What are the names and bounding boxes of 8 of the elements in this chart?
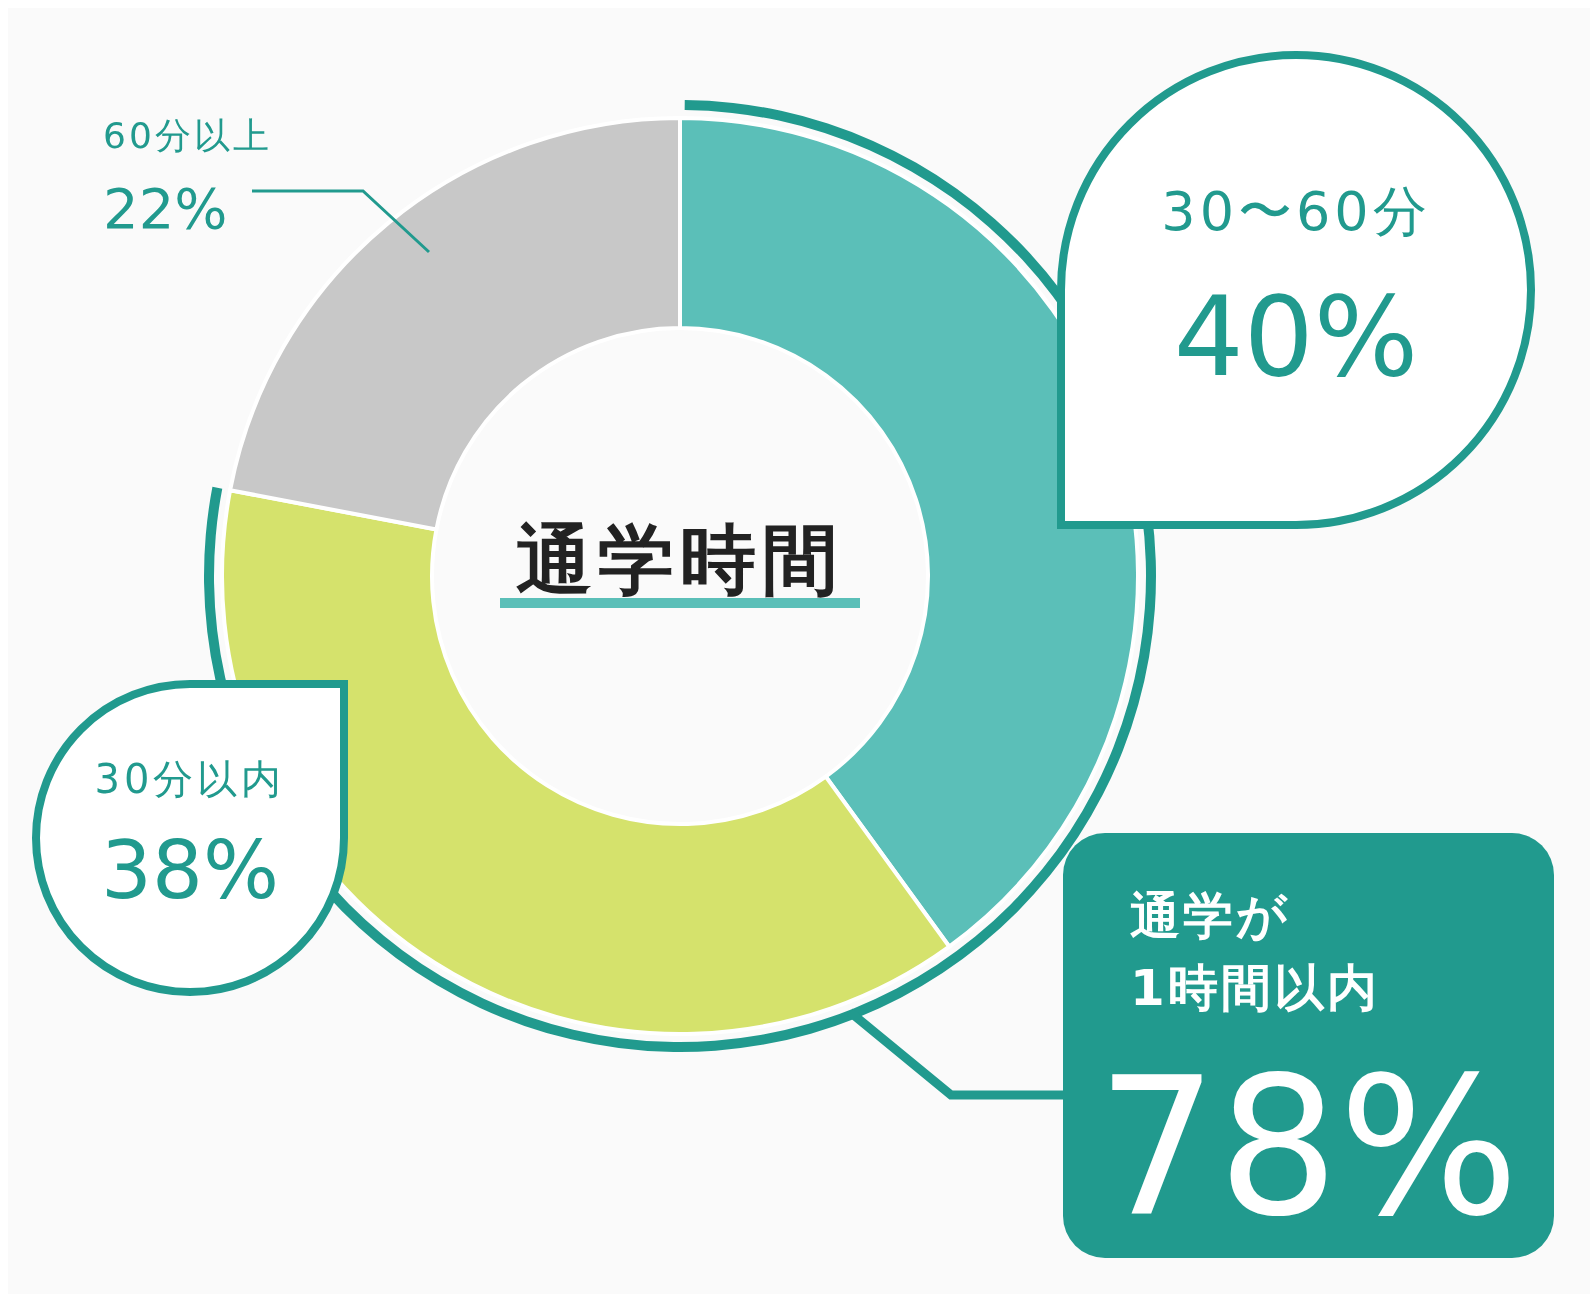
text: 通学時間 xyxy=(516,515,844,604)
data-label: 40% xyxy=(1173,273,1419,401)
slice-label: 30分以内 xyxy=(94,756,286,802)
data-label: 22% xyxy=(103,176,228,241)
data-label: 38% xyxy=(101,824,279,917)
text: 通学が 1時間以内 78% xyxy=(1096,887,1520,1258)
slice-label: 60分以上 xyxy=(103,115,272,156)
slice-label: 30〜60分 xyxy=(1161,180,1431,243)
